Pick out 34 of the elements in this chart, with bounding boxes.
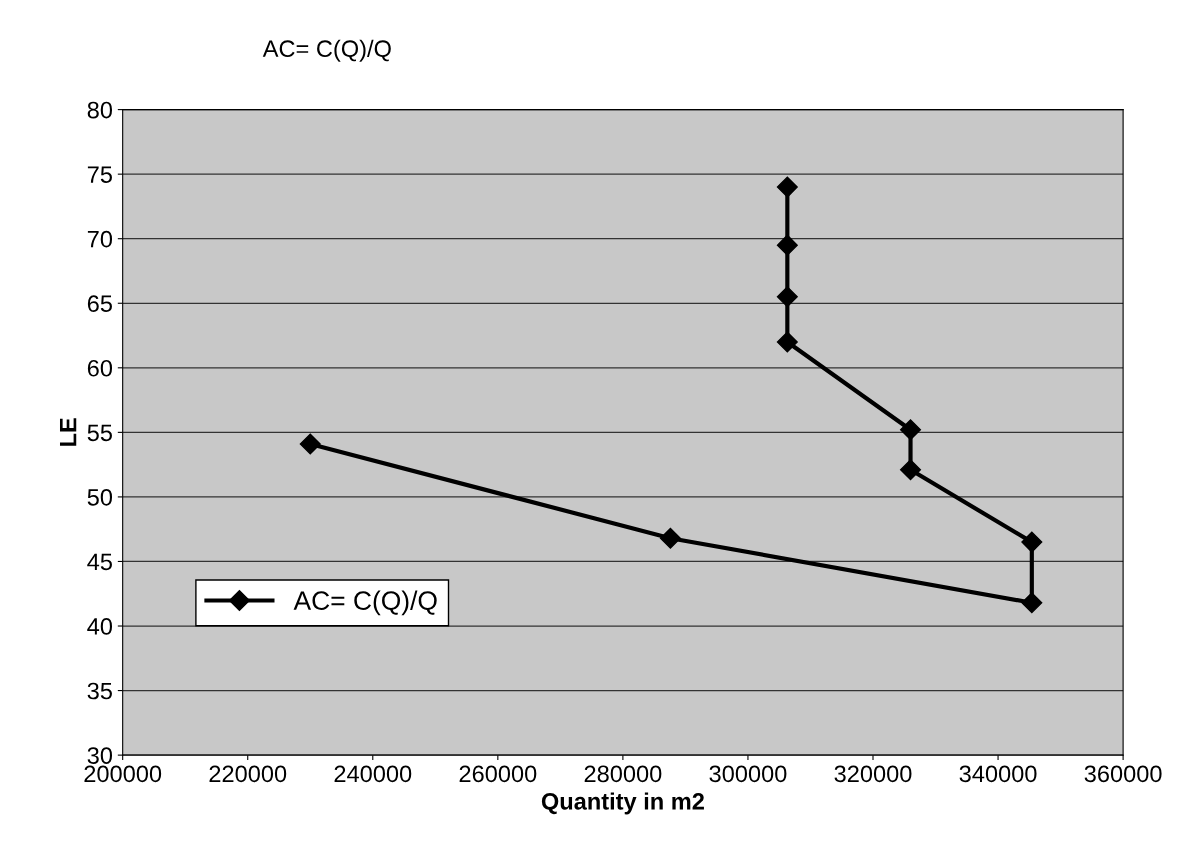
point: [776, 286, 798, 308]
point: [659, 527, 681, 549]
point: [900, 419, 922, 441]
y-tick-label: 45: [87, 553, 112, 571]
legend-label: AC= C(Q)/Q: [293, 590, 437, 616]
x-tick-label: 280000: [584, 765, 662, 783]
x-tick-label: 300000: [709, 765, 787, 783]
y-tick-label: 65: [87, 295, 112, 313]
x-tick-label: 340000: [959, 765, 1037, 783]
x-tick-label: 320000: [834, 765, 912, 783]
y-tick-label: 50: [87, 488, 113, 506]
x-tick-label: 360000: [1084, 765, 1162, 783]
point: [900, 459, 922, 481]
y-tick-label: 35: [87, 682, 112, 700]
y-tick-label: 55: [87, 424, 112, 442]
x-tick-label: 260000: [459, 765, 537, 783]
x-axis-title: Quantity in m2: [541, 792, 704, 815]
point: [776, 234, 798, 256]
x-tick-label: 200000: [84, 765, 162, 783]
y-tick-label: 30: [87, 747, 113, 764]
x-tick-label: 220000: [209, 765, 287, 783]
chart-title: AC= C(Q)/Q: [262, 39, 391, 62]
y-tick-label: 80: [87, 101, 113, 119]
point: [1021, 592, 1043, 614]
y-tick-label: 70: [87, 230, 113, 248]
point: [299, 433, 321, 455]
point: [1021, 531, 1043, 553]
point: [776, 176, 798, 198]
y-tick-label: 75: [87, 166, 112, 183]
y-tick-label: 40: [87, 618, 113, 635]
x-tick-label: 240000: [334, 765, 412, 783]
point: [776, 331, 798, 353]
y-tick-label: 60: [87, 359, 113, 377]
y-axis-title: LE: [59, 418, 77, 446]
